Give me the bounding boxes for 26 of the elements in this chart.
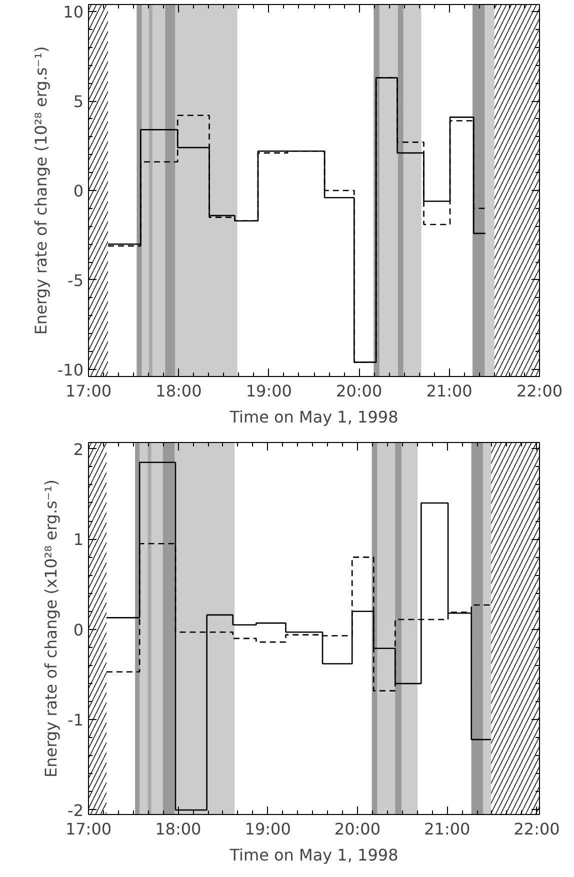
y-tick-label: -5 <box>68 270 84 290</box>
y-tick-label: 0 <box>73 182 84 200</box>
x-tick-label: 21:00 <box>424 820 470 838</box>
x-tick-label: 17:00 <box>65 820 112 838</box>
y-tick-label: -10 <box>57 360 84 380</box>
x-tick-label: 22:00 <box>516 382 563 400</box>
y-tick-label: -2 <box>68 800 84 820</box>
x-tick-label: 21:00 <box>426 382 472 400</box>
x-tick-label: 18:00 <box>156 382 202 400</box>
y-tick-label: 5 <box>73 92 84 112</box>
x-axis-title: Time on May 1, 1998 <box>228 408 398 426</box>
y-tick-label: 2 <box>73 440 84 459</box>
y-tick-label: 1 <box>73 530 84 550</box>
x-tick-label: 18:00 <box>155 820 202 838</box>
x-tick-label: 20:00 <box>336 382 382 400</box>
x-axis-title: Time on May 1, 1998 <box>228 846 398 864</box>
y-axis-title: Energy rate of change (10²⁸ erg.s⁻¹) <box>31 46 50 335</box>
y-tick-label: 10 <box>63 2 84 22</box>
x-tick-label: 19:00 <box>244 820 291 838</box>
y-tick-label: 0 <box>73 620 84 640</box>
x-tick-label: 22:00 <box>514 820 560 838</box>
x-tick-label: 20:00 <box>334 820 381 838</box>
y-axis-title: Energy rate of change (x10²⁸ erg.s⁻¹) <box>42 480 61 778</box>
x-tick-label: 17:00 <box>65 382 112 400</box>
x-tick-label: 19:00 <box>246 382 292 400</box>
y-tick-label: -1 <box>68 710 84 730</box>
